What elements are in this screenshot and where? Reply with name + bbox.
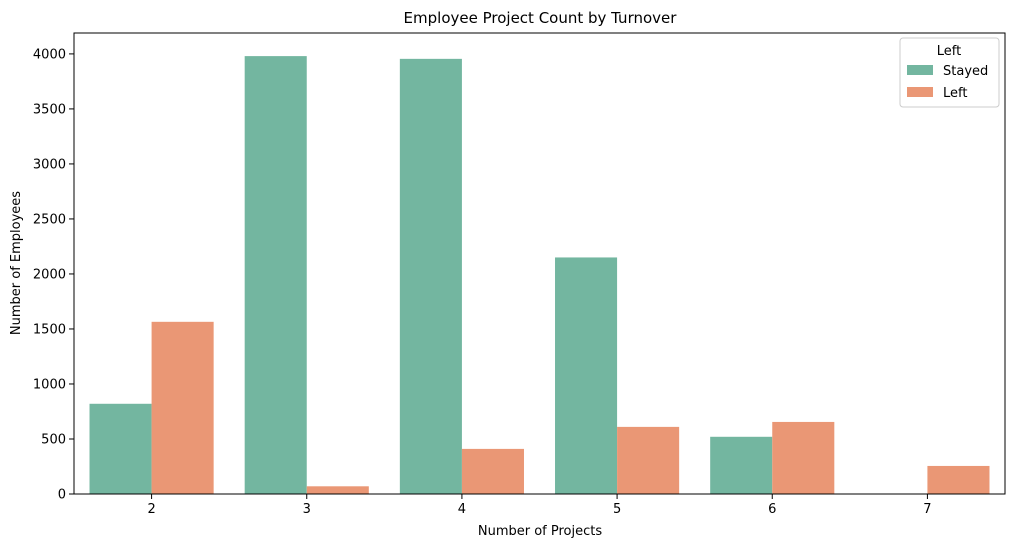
legend-swatch-left: [907, 87, 933, 97]
y-tick-label: 0: [58, 488, 66, 503]
y-tick-label: 2500: [33, 212, 66, 227]
x-tick-label: 4: [458, 502, 466, 517]
legend-label-stayed: Stayed: [943, 64, 988, 79]
x-axis-label: Number of Projects: [478, 524, 602, 539]
legend-swatch-stayed: [907, 65, 933, 75]
bar-stayed-5: [555, 257, 618, 494]
bar-stayed-2: [89, 403, 152, 494]
bar-left-3: [306, 486, 369, 494]
legend-items: Stayed Left: [907, 64, 988, 101]
y-tick-label: 500: [41, 432, 66, 447]
legend-label-left: Left: [943, 86, 967, 101]
y-tick-label: 4000: [33, 47, 66, 62]
y-axis: 0 500 1000 1500 2000 2500 3000 3500 4000: [33, 47, 74, 503]
y-tick-label: 1000: [33, 377, 66, 392]
chart-title: Employee Project Count by Turnover: [404, 9, 678, 27]
legend-title: Left: [937, 44, 961, 59]
y-tick-label: 2000: [33, 267, 66, 282]
y-axis-label: Number of Employees: [9, 191, 24, 335]
x-tick-label: 3: [303, 502, 311, 517]
bar-left-6: [772, 421, 835, 494]
x-tick-label: 5: [613, 502, 621, 517]
plot-area-frame: [73, 32, 1006, 495]
x-tick-label: 7: [923, 502, 931, 517]
y-tick-label: 1500: [33, 322, 66, 337]
y-tick-label: 3500: [33, 102, 66, 117]
x-tick-label: 2: [147, 502, 155, 517]
bar-left-5: [617, 426, 680, 494]
legend: Left Stayed Left: [899, 37, 1000, 108]
bar-stayed-6: [710, 436, 773, 494]
bar-stayed-3: [244, 56, 307, 494]
bar-left-2: [151, 321, 214, 494]
bar-stayed-4: [399, 58, 462, 494]
y-tick-label: 3000: [33, 157, 66, 172]
x-axis: 2 3 4 5 6 7: [147, 494, 932, 517]
bar-left-7: [927, 465, 990, 494]
x-tick-label: 6: [768, 502, 776, 517]
bars-layer: [89, 56, 990, 494]
bar-left-4: [461, 448, 524, 494]
